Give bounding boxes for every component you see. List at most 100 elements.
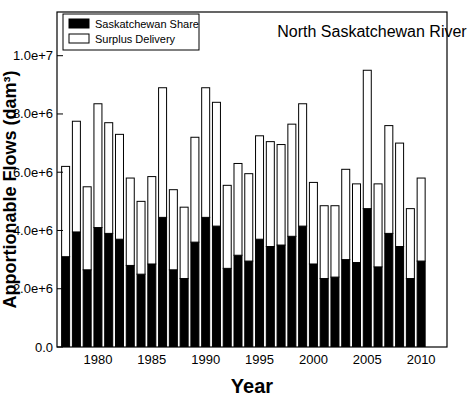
bar-segment	[83, 270, 91, 347]
bar-segment	[180, 279, 188, 347]
bar-segment	[115, 134, 123, 239]
bar-segment	[299, 104, 307, 226]
y-axis-label: Apportionable Flows (dam³)	[0, 71, 20, 309]
bar-segment	[374, 267, 382, 347]
bar-segment	[266, 247, 274, 348]
x-tick	[367, 341, 368, 347]
x-tick	[205, 341, 206, 347]
y-tick	[57, 113, 63, 114]
bar-segment	[212, 102, 220, 226]
bar-segment	[62, 166, 70, 256]
bar-segment	[277, 245, 285, 347]
bar-segment	[137, 274, 145, 347]
bar-segment	[191, 242, 199, 347]
legend-label: Surplus Delivery	[95, 33, 176, 45]
bar-segment	[223, 185, 231, 268]
bar-segment	[83, 187, 91, 270]
bar-segment	[126, 178, 134, 265]
bar-segment	[385, 233, 393, 347]
legend-swatch	[69, 19, 89, 28]
bar-segment	[417, 178, 425, 261]
bar-segment	[94, 104, 102, 228]
bar-segment	[223, 268, 231, 347]
bar-segment	[331, 277, 339, 347]
x-tick	[151, 341, 152, 347]
bar-segment	[245, 174, 253, 261]
title: North Saskatchewan River	[277, 23, 467, 40]
x-tick-label: 2010	[407, 352, 436, 367]
bar-segment	[159, 88, 167, 218]
y-tick	[57, 288, 63, 289]
x-tick-label: 2000	[299, 352, 328, 367]
bar-segment	[342, 169, 350, 259]
bar-segment	[72, 121, 80, 232]
x-tick	[313, 341, 314, 347]
bar-segment	[363, 70, 371, 208]
y-tick	[57, 172, 63, 173]
y-tick-label: 1.0e+7	[13, 48, 53, 63]
x-tick-label: 1990	[191, 352, 220, 367]
bar-segment	[363, 209, 371, 347]
bar-segment	[406, 209, 414, 279]
bar-segment	[396, 143, 404, 246]
bar-segment	[385, 126, 393, 234]
bar-segment	[245, 261, 253, 347]
bar-segment	[180, 207, 188, 278]
bar-segment	[256, 136, 264, 239]
bar-segment	[374, 184, 382, 267]
bar-segment	[159, 217, 167, 347]
bar-segment	[320, 206, 328, 279]
bar-segment	[353, 263, 361, 347]
legend: Saskatchewan Share Surplus Delivery	[63, 14, 199, 50]
bar-segment	[202, 88, 210, 218]
bar-segment	[331, 206, 339, 277]
x-tick-label: 2005	[353, 352, 382, 367]
bar-segment	[148, 264, 156, 347]
bar-segment	[105, 233, 113, 347]
bar-segment	[202, 217, 210, 347]
bar-segment	[191, 137, 199, 242]
chart: 0.02.0e+64.0e+66.0e+68.0e+61.0e+71980198…	[0, 0, 475, 405]
y-tick	[57, 347, 63, 348]
x-tick	[259, 341, 260, 347]
bar-segment	[115, 239, 123, 347]
bar-segment	[126, 265, 134, 347]
bar-segment	[353, 184, 361, 263]
bar-segment	[72, 232, 80, 347]
x-tick	[97, 341, 98, 347]
bar-segment	[277, 145, 285, 246]
x-tick	[421, 341, 422, 347]
bar-segment	[105, 123, 113, 234]
bar-segment	[169, 190, 177, 270]
x-axis-label: Year	[231, 375, 273, 397]
bar-segment	[169, 270, 177, 347]
legend-swatch	[69, 34, 89, 43]
bar-segment	[406, 279, 414, 347]
bar-segment	[94, 228, 102, 347]
bar-segment	[342, 260, 350, 347]
bar-segment	[148, 177, 156, 264]
y-tick-label: 0.0	[35, 340, 53, 355]
y-tick	[57, 230, 63, 231]
bar-segment	[299, 226, 307, 347]
bar-segment	[309, 182, 317, 264]
x-tick-label: 1985	[137, 352, 166, 367]
bar-segment	[62, 257, 70, 347]
bar-segment	[288, 236, 296, 347]
bar-segment	[320, 279, 328, 347]
bar-segment	[309, 264, 317, 347]
bar-segment	[234, 255, 242, 347]
bar-segment	[417, 261, 425, 347]
bar-segment	[234, 163, 242, 255]
bar-segment	[256, 239, 264, 347]
y-tick	[57, 55, 63, 56]
legend-label: Saskatchewan Share	[95, 18, 199, 30]
bar-segment	[212, 226, 220, 347]
plot-frame	[57, 12, 447, 347]
bars	[62, 70, 426, 347]
x-tick-label: 1995	[245, 352, 274, 367]
bar-segment	[266, 142, 274, 247]
legend-box	[63, 14, 199, 50]
bar-segment	[396, 247, 404, 348]
bar-segment	[137, 201, 145, 274]
